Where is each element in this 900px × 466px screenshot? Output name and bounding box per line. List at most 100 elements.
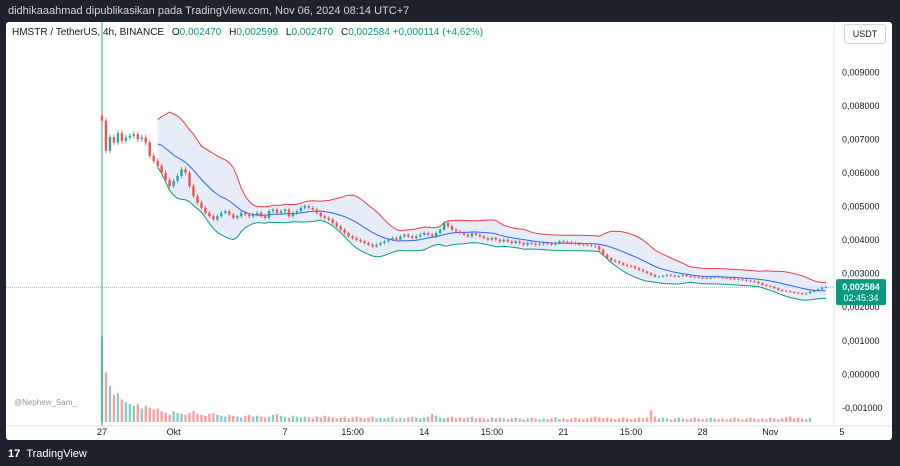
- volume-bar: [383, 418, 386, 422]
- volume-bar: [152, 409, 155, 422]
- volume-bar: [733, 417, 736, 422]
- volume-bar: [562, 418, 565, 422]
- candle-body: [562, 241, 565, 243]
- volume-bar: [212, 413, 215, 422]
- candle-body: [403, 234, 406, 237]
- candle-body: [721, 277, 724, 279]
- candle-body: [430, 234, 434, 237]
- volume-bar: [792, 418, 796, 422]
- candle-body: [785, 290, 788, 292]
- volume-bar: [112, 395, 116, 422]
- volume-bar: [295, 416, 299, 422]
- volume-bar: [442, 418, 446, 422]
- candle-body: [470, 233, 474, 237]
- volume-bar: [208, 413, 211, 422]
- volume-bar: [371, 416, 374, 422]
- volume-bar: [339, 417, 342, 422]
- y-tick-label: 0,003000: [842, 269, 880, 279]
- volume-bar: [693, 417, 696, 422]
- candle-body: [303, 206, 307, 208]
- volume-bar: [168, 414, 171, 422]
- y-tick-label: 0,006000: [842, 168, 880, 178]
- candle-body: [331, 219, 334, 223]
- volume-bar: [251, 416, 255, 422]
- candle-body: [228, 211, 231, 215]
- volume-bar: [514, 417, 517, 422]
- y-tick-label: 0,000000: [842, 369, 880, 379]
- candle-body: [255, 212, 259, 215]
- volume-bar: [363, 418, 366, 422]
- volume-bar: [641, 418, 645, 422]
- candle-body: [812, 290, 816, 292]
- candle-body: [327, 217, 330, 220]
- volume-bar: [331, 417, 334, 422]
- volume-bar: [124, 402, 128, 422]
- volume-bar: [259, 416, 263, 422]
- candle-body: [733, 278, 736, 280]
- volume-bar: [625, 418, 629, 422]
- volume-bar: [486, 419, 490, 422]
- candle-body: [359, 239, 362, 242]
- volume-bar: [307, 417, 311, 422]
- volume-bar: [542, 418, 545, 422]
- candle-body: [283, 209, 287, 212]
- candle-body: [387, 239, 390, 242]
- candle-body: [462, 233, 466, 235]
- x-tick-label: 7: [282, 427, 287, 437]
- candle-body: [156, 160, 159, 166]
- candle-body: [657, 276, 661, 278]
- candle-body: [705, 277, 708, 279]
- volume-bar: [395, 418, 398, 422]
- candle-body: [478, 234, 482, 237]
- volume-bar: [335, 418, 338, 422]
- candle-body: [188, 172, 191, 187]
- candle-body: [446, 222, 450, 227]
- volume-bar: [244, 415, 247, 422]
- volume-bar: [725, 419, 728, 422]
- price-chart[interactable]: 0,009000 0,008000 0,007000 0,006000 0,005000…: [6, 22, 892, 440]
- currency-button[interactable]: USDT: [844, 24, 886, 44]
- x-tick-label: 5: [839, 427, 844, 437]
- volume-bar: [506, 419, 509, 422]
- candle-body: [661, 275, 665, 277]
- volume-bar: [789, 416, 792, 422]
- volume-bar: [665, 418, 669, 422]
- volume-bar: [347, 418, 350, 422]
- candle-body: [681, 275, 684, 277]
- y-tick-label: 0,005000: [842, 202, 880, 212]
- candle-body: [550, 243, 553, 245]
- volume-bar: [717, 419, 720, 422]
- candle-body: [761, 283, 764, 285]
- volume-bar: [228, 414, 231, 422]
- candle-body: [371, 244, 374, 247]
- chart-frame[interactable]: 0,009000 0,008000 0,007000 0,006000 0,005000…: [6, 22, 892, 440]
- candle-body: [458, 231, 462, 233]
- candle-body: [737, 278, 740, 280]
- volume-bar: [200, 414, 203, 422]
- candle-body: [172, 181, 175, 187]
- volume-bar: [510, 418, 513, 422]
- volume-bar: [773, 418, 776, 422]
- candle-body: [212, 216, 215, 220]
- candle-body: [633, 266, 637, 269]
- volume-bar: [391, 416, 394, 422]
- candle-body: [637, 268, 641, 270]
- candle-body: [653, 274, 657, 277]
- low-label: L: [285, 27, 292, 38]
- volume-bar: [188, 413, 191, 422]
- candle-body: [434, 233, 438, 237]
- candle-body: [291, 212, 295, 217]
- candle-body: [160, 165, 163, 173]
- symbol-name: HMSTR / TetherUS, 4h, BINANCE: [12, 27, 165, 38]
- candle-body: [665, 274, 669, 276]
- volume-bar: [263, 417, 267, 422]
- volume-bar: [291, 415, 295, 422]
- candle-body: [769, 285, 772, 287]
- volume-bar: [494, 418, 498, 422]
- candle-body: [753, 281, 756, 283]
- candles: [100, 112, 828, 295]
- candle-body: [442, 222, 446, 230]
- volume-bar: [765, 419, 768, 422]
- candle-body: [267, 211, 271, 218]
- candle-body: [423, 233, 426, 235]
